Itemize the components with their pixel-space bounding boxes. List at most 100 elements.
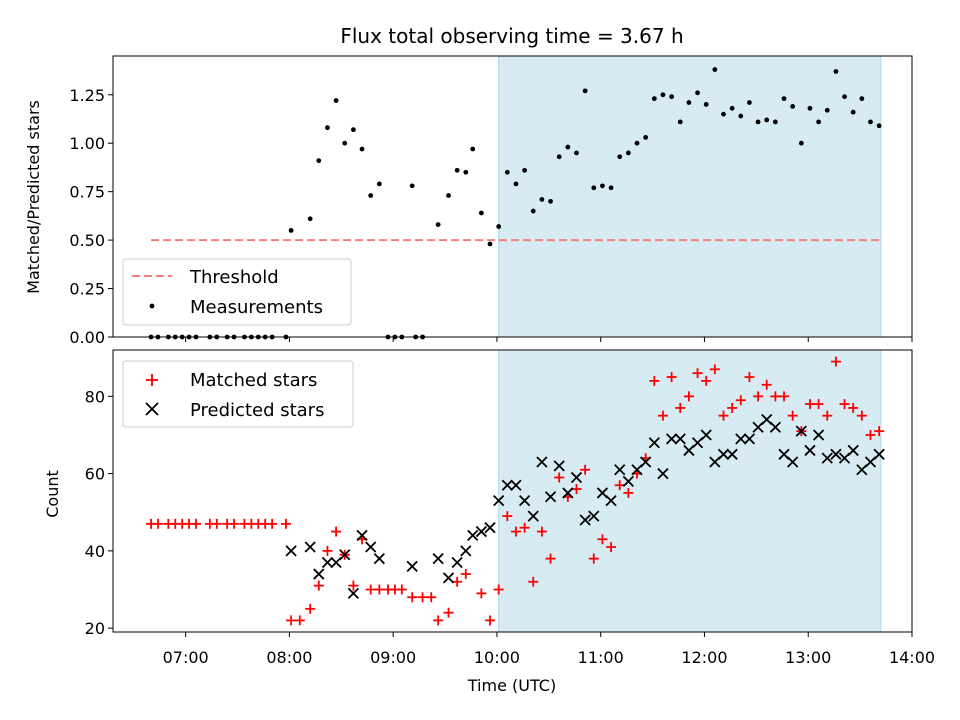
predicted-marker-b	[761, 413, 773, 426]
predicted-marker-b	[356, 529, 368, 542]
matched-star-point	[657, 410, 668, 421]
matched-star-point	[545, 553, 556, 564]
matched-star-point	[666, 372, 677, 383]
measurement-point	[359, 146, 365, 152]
matched-star-point	[571, 484, 582, 495]
bottom-y-tick-label: 80	[85, 387, 105, 406]
matched-star-point	[426, 592, 437, 603]
matched-star-point	[536, 526, 547, 537]
predicted-marker-b	[510, 479, 522, 491]
predicted-star-point	[467, 529, 479, 542]
measurement-point	[504, 169, 510, 175]
legend-box	[122, 360, 354, 428]
matched-star-point	[683, 391, 694, 402]
predicted-marker-b	[373, 552, 385, 565]
matched-star-point	[519, 522, 530, 533]
matched-star-point	[701, 375, 712, 386]
predicted-star-point	[665, 433, 678, 445]
bottom-y-tick-label: 20	[85, 619, 105, 638]
predicted-star-point	[321, 556, 334, 569]
x-tick-label: 13:00	[785, 648, 831, 667]
predicted-star-point	[648, 437, 660, 449]
matched-star-point	[510, 526, 521, 537]
matched-star-point	[804, 399, 815, 410]
predicted-star-point	[373, 552, 385, 565]
matched-star-point	[528, 576, 539, 587]
measurement-point	[368, 193, 374, 198]
matched-star-point	[407, 592, 418, 603]
matched-star-point	[476, 588, 487, 599]
legend-measurements-swatch	[149, 303, 155, 309]
matched-star-point	[839, 399, 850, 410]
matched-star-point	[606, 542, 617, 553]
predicted-star-point	[657, 467, 669, 480]
matched-star-point	[485, 615, 496, 626]
predicted-marker-b	[493, 495, 505, 507]
matched-star-point	[502, 511, 513, 522]
predicted-star-point	[700, 429, 712, 441]
matched-star-point	[718, 410, 729, 421]
predicted-marker-b	[743, 433, 756, 445]
legend-threshold-label: Threshold	[189, 267, 279, 288]
matched-star-point	[493, 584, 504, 595]
measurement-point	[643, 134, 649, 140]
matched-star-point	[294, 615, 305, 626]
predicted-star-point	[588, 510, 600, 522]
matched-star-point	[874, 426, 885, 437]
measurement-point	[513, 181, 519, 187]
predicted-marker-b	[553, 460, 565, 472]
bottom-y-axis-label: Count	[43, 470, 62, 518]
measurement-point	[798, 140, 804, 146]
chart-title: Flux total observing time = 3.67 h	[340, 24, 683, 48]
x-tick-label: 10:00	[474, 648, 520, 667]
predicted-star-point	[442, 572, 455, 584]
predicted-marker-b	[347, 587, 360, 600]
measurement-point	[496, 224, 502, 229]
matched-star-point	[744, 372, 755, 383]
measurement-point	[333, 98, 339, 103]
measurement-point	[288, 228, 294, 233]
predicted-star-point	[553, 460, 565, 472]
measurement-point	[824, 107, 830, 113]
predicted-marker-b	[321, 556, 334, 569]
matched-star-point	[649, 375, 660, 386]
predicted-star-point	[847, 444, 859, 457]
measurement-point	[686, 100, 692, 105]
matched-star-point	[348, 580, 359, 591]
predicted-marker-b	[812, 429, 825, 441]
predicted-star-point	[579, 514, 591, 526]
predicted-star-point	[544, 491, 557, 503]
matched-star-point	[280, 518, 291, 529]
x-tick-label: 08:00	[266, 648, 312, 667]
predicted-marker-b	[640, 456, 652, 468]
top-y-tick-label: 0.50	[69, 231, 105, 250]
measurement-point	[487, 241, 493, 247]
top-panel: 0.00 0.25 0.50 0.75 1.00 1.25 Threshold Measure…	[69, 55, 913, 347]
predicted-marker-b	[432, 552, 444, 565]
matched-star-point	[286, 615, 297, 626]
measurement-point	[530, 208, 536, 214]
predicted-marker-b	[804, 444, 816, 457]
predicted-marker-b	[769, 421, 782, 433]
predicted-star-point	[527, 510, 539, 522]
measurement-point	[660, 92, 666, 98]
predicted-star-point	[622, 475, 635, 487]
measurement-point	[816, 119, 822, 125]
predicted-marker-b	[313, 568, 325, 580]
predicted-marker-b	[717, 448, 730, 460]
matched-star-point	[623, 487, 634, 498]
matched-star-point	[267, 518, 278, 529]
predicted-marker-b	[518, 495, 531, 507]
matched-star-point	[753, 391, 764, 402]
predicted-marker-b	[365, 541, 377, 553]
top-y-axis-label: Matched/Predicted stars	[24, 100, 43, 294]
bottom-axes-frame	[112, 349, 913, 633]
measurement-point	[478, 210, 484, 216]
measurement-point	[463, 169, 469, 175]
predicted-star-point	[562, 487, 574, 499]
legend-measurements-label: Measurements	[190, 297, 323, 318]
measurement-point	[842, 94, 847, 100]
legend-matched-label: Matched stars	[190, 370, 317, 391]
measurement-point	[764, 117, 770, 123]
